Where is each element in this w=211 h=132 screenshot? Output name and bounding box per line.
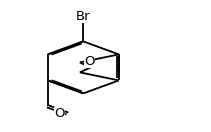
Text: O: O (55, 107, 65, 120)
Text: O: O (84, 55, 95, 68)
Text: Br: Br (76, 10, 91, 23)
